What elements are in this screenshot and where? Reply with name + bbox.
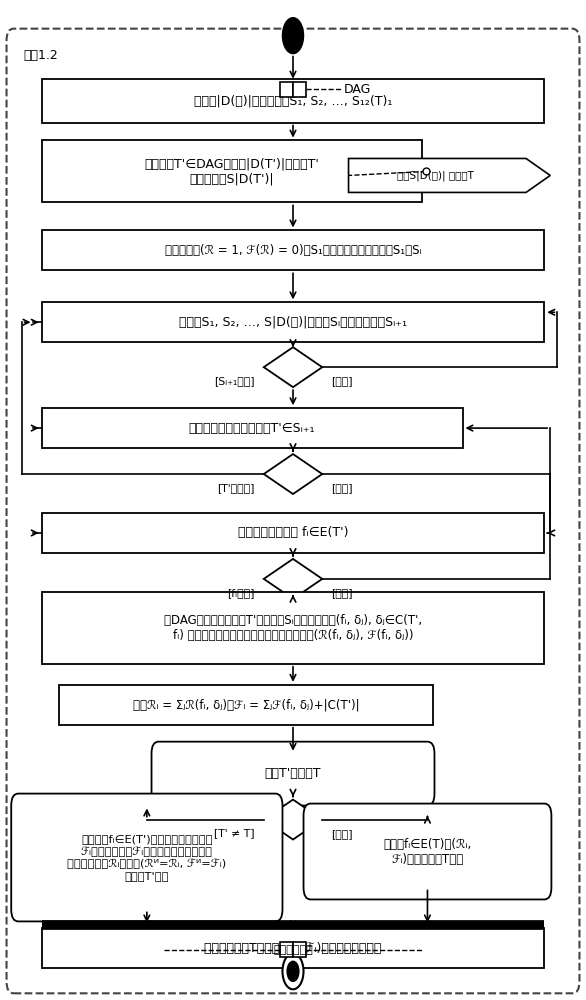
Bar bbox=[280, 82, 293, 97]
Text: 将帕累托点(ℛ = 1, ℱ(ℛ) = 0)与S₁中每个节点关联，并设S₁为Sᵢ: 将帕累托点(ℛ = 1, ℱ(ℛ) = 0)与S₁中每个节点关联，并设S₁为Sᵢ bbox=[165, 244, 421, 257]
Text: [否则]: [否则] bbox=[331, 588, 353, 598]
Bar bbox=[42, 140, 421, 202]
FancyBboxPatch shape bbox=[152, 742, 434, 806]
FancyBboxPatch shape bbox=[304, 804, 551, 899]
Text: [T' ≠ T]: [T' ≠ T] bbox=[214, 829, 255, 839]
Text: 将所有与节点T关联的(ℛᵢ, ℱᵢ)作为帕累托点返回: 将所有与节点T关联的(ℛᵢ, ℱᵢ)作为帕累托点返回 bbox=[205, 942, 381, 955]
Bar bbox=[59, 685, 433, 725]
Bar bbox=[293, 942, 306, 957]
Bar bbox=[280, 942, 293, 957]
Bar bbox=[42, 79, 544, 123]
Text: [否则]: [否则] bbox=[331, 483, 353, 493]
Bar bbox=[42, 408, 462, 448]
Polygon shape bbox=[349, 158, 550, 192]
Text: 帕累托最优值: 帕累托最优值 bbox=[273, 945, 313, 955]
Text: 对于每个T'∈DAG，根据|D(T')|的值将T'
添加进集合S|D(T')|: 对于每个T'∈DAG，根据|D(T')|的值将T' 添加进集合S|D(T')| bbox=[144, 157, 319, 185]
Polygon shape bbox=[264, 454, 322, 494]
Text: 尝试找到一个未访问节点T'∈Sᵢ₊₁: 尝试找到一个未访问节点T'∈Sᵢ₊₁ bbox=[189, 422, 315, 435]
Bar bbox=[42, 230, 544, 270]
Bar bbox=[42, 513, 544, 553]
FancyBboxPatch shape bbox=[11, 794, 282, 921]
Circle shape bbox=[282, 953, 304, 989]
Text: 初始化|D(琴)|个端点集合S₁, S₂, …, S₁₂(T)₁: 初始化|D(琴)|个端点集合S₁, S₂, …, S₁₂(T)₁ bbox=[194, 94, 392, 107]
Text: [Sᵢ₊₁存在]: [Sᵢ₊₁存在] bbox=[214, 376, 255, 386]
Bar bbox=[42, 928, 544, 968]
Polygon shape bbox=[264, 559, 322, 599]
FancyBboxPatch shape bbox=[6, 29, 580, 993]
Polygon shape bbox=[264, 347, 322, 387]
Text: 步骤1.2: 步骤1.2 bbox=[23, 49, 57, 62]
Circle shape bbox=[282, 18, 304, 54]
Circle shape bbox=[287, 961, 299, 981]
Text: 注意S|D(琴)| 只包含T: 注意S|D(琴)| 只包含T bbox=[397, 170, 473, 181]
Text: 计算ℛᵢ = Σⱼℛ(fᵢ, δⱼ)和ℱᵢ = Σⱼℱ(fᵢ, δⱼ)+|C(T')|: 计算ℛᵢ = Σⱼℛ(fᵢ, δⱼ)和ℱᵢ = Σⱼℱ(fᵢ, δⱼ)+|C(T… bbox=[133, 698, 360, 711]
Text: [fᵢ存在]: [fᵢ存在] bbox=[227, 588, 255, 598]
Text: 尝试找到条件属性 fᵢ∈E(T'): 尝试找到条件属性 fᵢ∈E(T') bbox=[238, 526, 348, 539]
Bar bbox=[42, 592, 544, 664]
Bar bbox=[293, 82, 306, 97]
Text: 在DAG中，通过由节点T'出发指向Sᵢ中节点，且被(fᵢ, δⱼ), δⱼ∈C(T',
fᵢ) 标识的边，读取与边所指向节点相联系的(ℛ(fᵢ, δⱼ), ℱ(: 在DAG中，通过由节点T'出发指向Sᵢ中节点，且被(fᵢ, δⱼ), δⱼ∈C(… bbox=[164, 614, 422, 642]
Bar bbox=[42, 302, 544, 342]
Text: 将所有fᵢ∈E(T)的(ℛᵢ,
ℱᵢ)组合与节点T关联: 将所有fᵢ∈E(T)的(ℛᵢ, ℱᵢ)组合与节点T关联 bbox=[383, 838, 472, 866]
Text: [否则]: [否则] bbox=[331, 376, 353, 386]
Text: 检查T'是否为T: 检查T'是否为T bbox=[265, 767, 321, 780]
Text: 对于所有fᵢ∈E(T')，找到具有最小值的
ℱᵢ，如果有多个ℱᵢ同时为最小值，则具有
找到最小值的ℛᵢ，并将(ℛᴻ=ℛᵢ, ℱᴻ=ℱᵢ)
与节点T'关联: 对于所有fᵢ∈E(T')，找到具有最小值的 ℱᵢ，如果有多个ℱᵢ同时为最小值，则… bbox=[67, 834, 226, 881]
Text: DAG: DAG bbox=[344, 83, 372, 96]
Text: 在顺序S₁, S₂, …, S|D(琴)|中找到Sᵢ的下一个集合Sᵢ₊₁: 在顺序S₁, S₂, …, S|D(琴)|中找到Sᵢ的下一个集合Sᵢ₊₁ bbox=[179, 316, 407, 329]
Text: [否则]: [否则] bbox=[331, 829, 353, 839]
Text: [T'不存在]: [T'不存在] bbox=[217, 483, 255, 493]
Polygon shape bbox=[264, 800, 322, 840]
